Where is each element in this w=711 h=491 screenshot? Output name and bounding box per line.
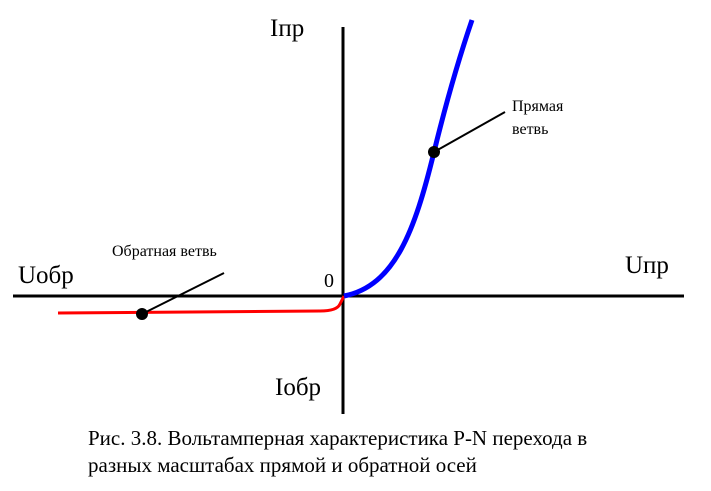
u-reverse-label: Uобр: [18, 262, 74, 289]
figure-caption: Рис. 3.8. Вольтамперная характеристика P…: [88, 425, 698, 479]
caption-line-1: Рис. 3.8. Вольтамперная характеристика P…: [88, 426, 588, 450]
forward-branch-leader: [433, 111, 506, 153]
forward-branch-curve: [343, 19, 475, 299]
reverse-branch-point: [136, 308, 148, 320]
forward-branch-label-line2: ветвь: [512, 121, 548, 138]
caption-line-2: разных масштабах прямой и обратной осей: [88, 453, 477, 477]
i-reverse-label: Iобр: [275, 374, 321, 401]
reverse-branch-curve: [57, 295, 346, 315]
reverse-branch-leader: [141, 272, 225, 315]
origin-label: 0: [324, 270, 334, 292]
forward-branch-point: [428, 146, 440, 158]
reverse-branch-label: Обратная ветвь: [112, 243, 217, 260]
u-forward-label: Uпр: [625, 252, 669, 279]
forward-branch-label-line1: Прямая: [512, 98, 564, 115]
i-forward-label: Iпр: [270, 15, 304, 42]
